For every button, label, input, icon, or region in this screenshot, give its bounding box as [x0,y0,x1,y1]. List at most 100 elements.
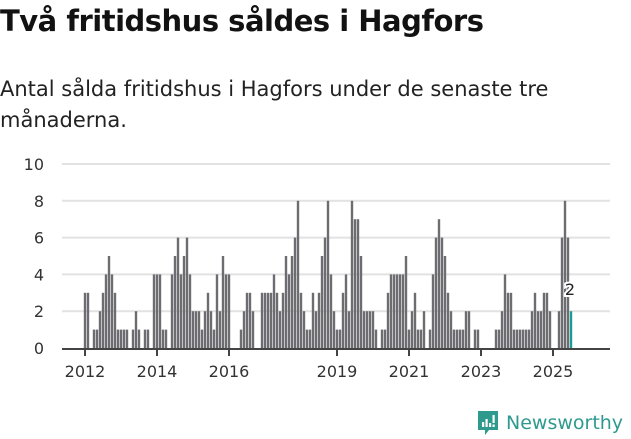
bar [539,311,543,348]
brand-name: Newsworthy [506,412,624,434]
bar [497,329,501,348]
bar [134,311,138,348]
bar [107,256,111,348]
bar [206,292,210,348]
bar [290,256,294,348]
bar [359,256,363,348]
bar [383,329,387,348]
bar [434,237,438,348]
bar [503,274,507,348]
bar [440,237,444,348]
x-tick-label: 2014 [137,362,178,381]
bar [443,256,447,348]
bar [329,274,333,348]
newsworthy-logo: Newsworthy [476,409,623,437]
bar [389,274,393,348]
bar [476,329,480,348]
bar [314,311,318,348]
bar [515,329,519,348]
bar [494,329,498,348]
bar [428,329,432,348]
bar [380,329,384,348]
bar [176,237,180,348]
bar [173,256,177,348]
bar [239,329,243,348]
bar [392,274,396,348]
x-tick-label: 2025 [533,362,574,381]
bars [83,200,573,348]
x-tick-label: 2021 [389,362,430,381]
bar [95,329,99,348]
bar [197,311,201,348]
bar [113,292,117,348]
bar [431,274,435,348]
bar [371,311,375,348]
bar [413,292,417,348]
bar [335,329,339,348]
bar [344,274,348,348]
bar [323,237,327,348]
bar [500,311,504,348]
bar [227,274,231,348]
bar [278,311,282,348]
bar [317,292,321,348]
x-tick-label: 2016 [209,362,250,381]
bar [251,311,255,348]
bar [305,329,309,348]
bar [104,274,108,348]
bar [416,329,420,348]
bar [398,274,402,348]
bar [521,329,525,348]
bar [350,200,354,348]
bar [548,311,552,348]
bar [365,311,369,348]
x-tick-label: 2023 [461,362,502,381]
x-tick-label: 2019 [317,362,358,381]
bar [533,292,537,348]
bar [563,200,567,348]
bar [191,311,195,348]
bar [386,292,390,348]
bar [218,311,222,348]
bar [557,311,561,348]
bar [473,329,477,348]
x-axis: 2012 2014 2016 2019 2021 2023 2025 [62,348,610,381]
bar [200,329,204,348]
bar [260,292,264,348]
bar [296,200,300,348]
bar [458,329,462,348]
bar [137,329,141,348]
bar [446,292,450,348]
bar [203,311,207,348]
bar [530,311,534,348]
bar [152,274,156,348]
bar [449,311,453,348]
bar [536,311,540,348]
bar [452,329,456,348]
bar [404,256,408,348]
y-tick-label: 10 [24,155,44,174]
bar [284,256,288,348]
bar [512,329,516,348]
bar [266,292,270,348]
bar [560,237,564,348]
bar [269,292,273,348]
bar [347,311,351,348]
bar [209,311,213,348]
bar [338,329,342,348]
bar [86,292,90,348]
bar [422,311,426,348]
chart-subtitle: Antal sålda fritidshus i Hagfors under d… [0,77,549,132]
bar [308,329,312,348]
bar [116,329,120,348]
bar [161,329,165,348]
bar [518,329,522,348]
bar [374,329,378,348]
bar [182,256,186,348]
bar [212,329,216,348]
bar [245,292,249,348]
bar [293,237,297,348]
bar [509,292,513,348]
bar [332,311,336,348]
bar [122,329,126,348]
